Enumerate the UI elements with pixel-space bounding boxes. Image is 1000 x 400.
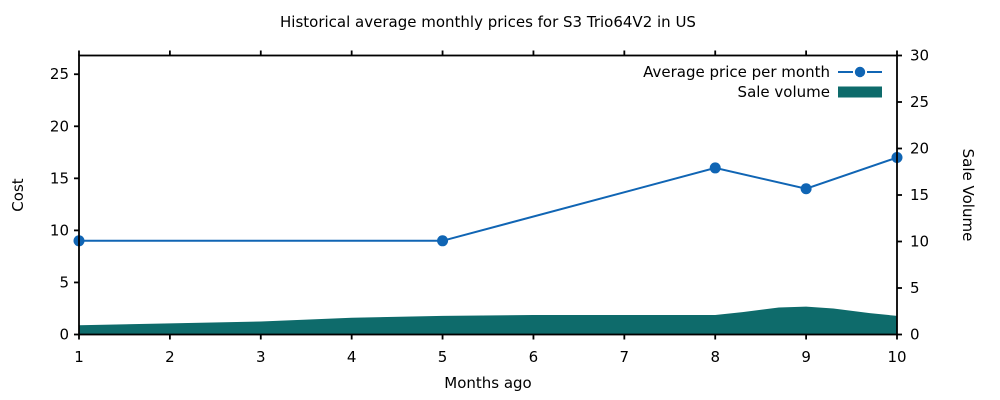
legend: Average price per month Sale volume — [643, 63, 882, 101]
legend-area-sample — [838, 86, 882, 98]
right-y-tick-label: 20 — [910, 140, 929, 158]
right-y-tick-label: 0 — [910, 326, 920, 344]
legend-label-sale-volume: Sale volume — [738, 83, 830, 101]
x-tick-label: 4 — [347, 348, 357, 366]
legend-label-average-price: Average price per month — [643, 63, 830, 81]
right-y-tick-label: 5 — [910, 279, 920, 297]
left-y-tick-label: 0 — [59, 326, 69, 344]
x-tick-label: 2 — [165, 348, 175, 366]
sale-volume-area-shape — [79, 306, 897, 335]
average-price-line — [73, 152, 903, 247]
left-y-tick-label: 15 — [50, 169, 69, 187]
axes-and-ticks — [74, 50, 902, 340]
x-tick-label: 7 — [620, 348, 630, 366]
right-y-tick-label: 10 — [910, 233, 929, 251]
left-y-tick-label: 10 — [50, 221, 69, 239]
data-point-marker — [437, 235, 449, 247]
right-y-tick-label: 30 — [910, 47, 929, 65]
chart-title: Historical average monthly prices for S3… — [280, 13, 696, 31]
left-y-tick-label: 25 — [50, 65, 69, 83]
data-point-marker — [800, 183, 812, 195]
x-axis-label: Months ago — [444, 374, 532, 392]
legend-marker-sample — [854, 66, 866, 78]
sale-volume-area — [79, 306, 897, 335]
x-tick-label: 1 — [74, 348, 84, 366]
x-tick-label: 8 — [710, 348, 720, 366]
left-y-axis-label: Cost — [9, 178, 27, 211]
average-price-path — [79, 156, 898, 242]
right-y-axis-label: Sale Volume — [959, 149, 977, 242]
x-tick-label: 9 — [801, 348, 811, 366]
right-y-tick-label: 15 — [910, 186, 929, 204]
right-y-tick-label: 25 — [910, 93, 929, 111]
x-tick-label: 3 — [256, 348, 266, 366]
left-y-tick-label: 20 — [50, 117, 69, 135]
x-tick-label: 5 — [438, 348, 448, 366]
x-tick-label: 10 — [887, 348, 906, 366]
x-tick-label: 6 — [529, 348, 539, 366]
left-y-tick-label: 5 — [59, 273, 69, 291]
data-point-marker — [709, 162, 721, 174]
